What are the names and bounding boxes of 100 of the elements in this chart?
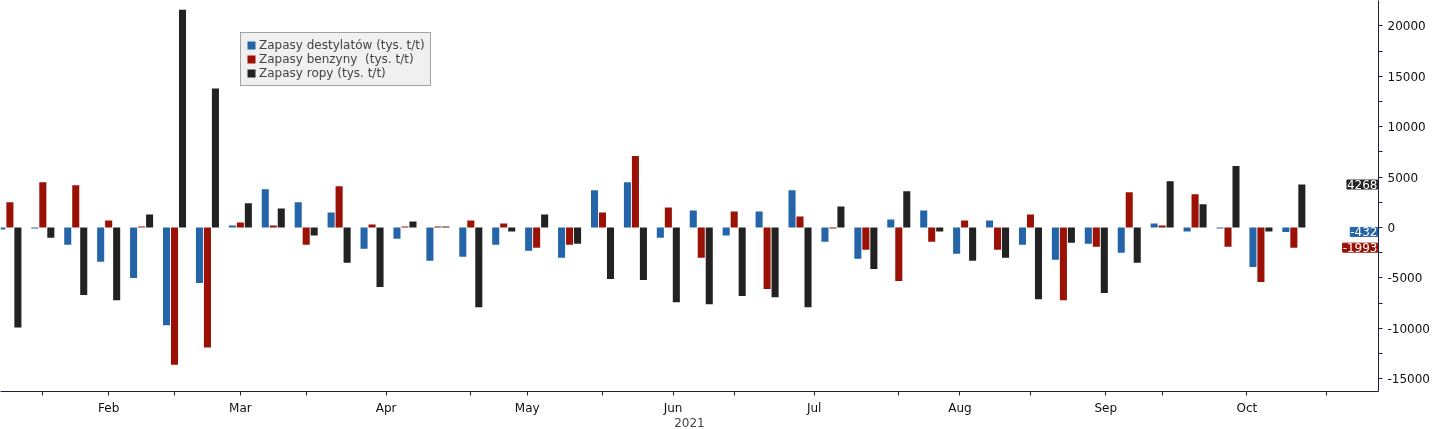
bar bbox=[541, 214, 549, 228]
bar bbox=[113, 227, 121, 301]
bar bbox=[335, 186, 343, 228]
bar bbox=[1166, 181, 1174, 228]
x-tick-label: Oct bbox=[1236, 400, 1258, 415]
bar bbox=[1067, 227, 1075, 243]
bar bbox=[1100, 227, 1108, 294]
bar bbox=[162, 227, 171, 326]
bar bbox=[1183, 227, 1191, 232]
bar bbox=[796, 216, 804, 228]
bar bbox=[821, 227, 829, 242]
x-tick-label: Jul bbox=[805, 400, 822, 415]
y-tick-label: 15000 bbox=[1387, 69, 1426, 84]
x-tick-label: Sep bbox=[1094, 400, 1118, 415]
bar bbox=[1199, 204, 1207, 228]
bar bbox=[854, 227, 862, 259]
bar bbox=[656, 227, 664, 238]
legend-label: Zapasy ropy (tys. t/t) bbox=[259, 66, 386, 80]
bar bbox=[1191, 194, 1199, 228]
bar bbox=[763, 227, 771, 290]
bar bbox=[1290, 227, 1298, 248]
x-tick-label: Jun bbox=[662, 400, 683, 415]
bar bbox=[928, 227, 936, 242]
bar bbox=[261, 189, 269, 228]
bar bbox=[1092, 227, 1100, 247]
bar bbox=[244, 203, 252, 228]
y-tick-label: -10000 bbox=[1387, 321, 1431, 336]
bar bbox=[1084, 227, 1092, 244]
bar bbox=[1298, 184, 1306, 228]
bar bbox=[631, 155, 639, 228]
bar bbox=[986, 220, 994, 228]
bar bbox=[236, 222, 244, 228]
bar bbox=[1117, 227, 1125, 253]
bar bbox=[664, 207, 672, 228]
bar bbox=[994, 227, 1002, 250]
bar bbox=[1282, 227, 1290, 232]
bar bbox=[804, 227, 812, 308]
bar bbox=[566, 227, 574, 245]
x-tick-label: Aug bbox=[948, 400, 972, 415]
bar bbox=[1158, 225, 1166, 228]
y-tick-label: -15000 bbox=[1387, 372, 1431, 387]
bar bbox=[895, 227, 903, 281]
bar bbox=[887, 219, 895, 228]
annotation: -1993 bbox=[1342, 241, 1378, 256]
bar bbox=[39, 182, 47, 228]
bar bbox=[1265, 227, 1273, 232]
bar bbox=[738, 227, 746, 297]
bar bbox=[533, 227, 541, 248]
bar bbox=[639, 227, 647, 280]
bar bbox=[409, 221, 417, 228]
bar bbox=[1059, 227, 1067, 301]
bar bbox=[170, 227, 179, 365]
bar bbox=[105, 220, 113, 228]
bar bbox=[722, 227, 730, 236]
bar bbox=[558, 227, 566, 258]
bar bbox=[672, 227, 680, 303]
bar bbox=[368, 224, 376, 228]
bar bbox=[72, 185, 80, 228]
bar bbox=[903, 191, 911, 228]
bar bbox=[697, 227, 705, 258]
bar bbox=[195, 227, 203, 284]
bar bbox=[837, 206, 845, 228]
bar bbox=[1002, 227, 1010, 258]
bar bbox=[294, 202, 302, 228]
annotation: -432 bbox=[1350, 225, 1378, 240]
bar bbox=[525, 227, 533, 251]
y-tick-label: 20000 bbox=[1387, 19, 1426, 34]
bar bbox=[953, 227, 961, 254]
x-axis-title: 2021 bbox=[674, 415, 705, 429]
bar bbox=[146, 214, 154, 228]
bar bbox=[574, 227, 582, 244]
bar bbox=[393, 227, 401, 239]
bar bbox=[327, 212, 335, 228]
bar bbox=[1026, 214, 1034, 228]
bar bbox=[310, 227, 318, 236]
bar bbox=[870, 227, 878, 269]
bar bbox=[467, 220, 475, 228]
bar bbox=[500, 223, 508, 228]
y-tick-label: 10000 bbox=[1387, 120, 1426, 135]
bar bbox=[80, 227, 88, 296]
bar bbox=[623, 182, 631, 228]
bar bbox=[730, 211, 738, 228]
bar bbox=[6, 202, 14, 228]
bar bbox=[1018, 227, 1026, 245]
bar bbox=[277, 208, 285, 228]
bar bbox=[492, 227, 500, 245]
bar bbox=[598, 212, 607, 228]
bar bbox=[1125, 192, 1133, 228]
bar bbox=[755, 211, 763, 228]
bar bbox=[969, 227, 977, 261]
legend-label: Zapasy destylatów (tys. t/t) bbox=[259, 38, 425, 52]
bar bbox=[1150, 223, 1158, 228]
bar bbox=[1133, 227, 1141, 263]
y-tick-label: -5000 bbox=[1387, 271, 1423, 286]
bar bbox=[269, 225, 277, 228]
bar bbox=[936, 227, 944, 232]
bar bbox=[302, 227, 310, 245]
bar bbox=[211, 88, 219, 228]
bar bbox=[1051, 227, 1059, 260]
bar bbox=[705, 227, 713, 305]
